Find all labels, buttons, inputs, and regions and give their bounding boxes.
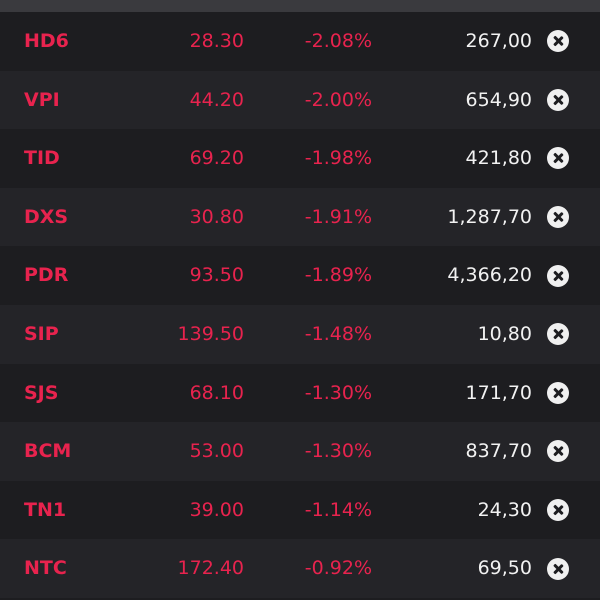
volume: 4,366,20 [447, 264, 532, 287]
change: -2.08% [304, 30, 372, 52]
stock-row[interactable]: VPI 44.20 -2.00% 654,90 [0, 70, 600, 130]
stock-row[interactable]: PDR 93.50 -1.89% 4,366,20 [0, 246, 600, 305]
change: -1.30% [304, 440, 372, 463]
volume: 654,90 [465, 88, 532, 111]
ticker: SIP [24, 322, 59, 345]
price: 93.50 [189, 264, 244, 287]
ticker: DXS [24, 205, 69, 228]
volume: 1,287,70 [447, 205, 532, 228]
stock-row[interactable]: SJS 68.10 -1.30% 171,70 [0, 363, 600, 423]
ticker: VPI [24, 88, 60, 111]
stock-list: HD6 28.30 -2.08% 267,00 VPI 44.20 -2.00% 654,90… [0, 12, 600, 598]
stock-row[interactable]: NTC 172.40 -0.92% 69,50 [0, 539, 600, 598]
volume: 171,70 [465, 381, 532, 404]
price: 139.50 [177, 322, 244, 345]
stock-row[interactable]: HD6 28.30 -2.08% 267,00 [0, 12, 600, 71]
stock-row[interactable]: DXS 30.80 -1.91% 1,287,70 [0, 187, 600, 247]
volume: 267,00 [465, 30, 532, 52]
price: 69.20 [189, 147, 244, 170]
stock-row[interactable]: BCM 53.00 -1.30% 837,70 [0, 422, 600, 481]
stock-row[interactable]: SIP 139.50 -1.48% 10,80 [0, 304, 600, 364]
ticker: TID [24, 147, 60, 170]
change: -1.14% [304, 498, 372, 521]
volume: 837,70 [465, 440, 532, 463]
remove-button[interactable] [547, 206, 569, 229]
price: 28.30 [189, 30, 244, 52]
ticker: BCM [24, 440, 72, 463]
volume: 421,80 [465, 147, 532, 170]
price: 172.40 [177, 557, 244, 580]
price: 39.00 [189, 498, 244, 521]
remove-button[interactable] [547, 323, 569, 346]
stock-row[interactable]: TN1 39.00 -1.14% 24,30 [0, 480, 600, 540]
ticker: HD6 [24, 30, 69, 52]
price: 44.20 [189, 88, 244, 111]
change: -1.98% [304, 147, 372, 170]
remove-button[interactable] [547, 440, 569, 463]
change: -1.89% [304, 264, 372, 287]
ticker: SJS [24, 381, 59, 404]
remove-button[interactable] [547, 499, 569, 522]
change: -1.48% [304, 322, 372, 345]
ticker: NTC [24, 557, 67, 580]
change: -2.00% [304, 88, 372, 111]
change: -1.91% [304, 205, 372, 228]
header-strip [0, 0, 600, 12]
volume: 10,80 [477, 322, 532, 345]
remove-button[interactable] [547, 381, 569, 404]
price: 68.10 [189, 381, 244, 404]
ticker: TN1 [24, 498, 67, 521]
remove-button[interactable] [547, 557, 569, 580]
change: -0.92% [304, 557, 372, 580]
remove-button[interactable] [547, 30, 569, 53]
volume: 69,50 [477, 557, 532, 580]
volume: 24,30 [477, 498, 532, 521]
price: 30.80 [189, 205, 244, 228]
ticker: PDR [24, 264, 69, 287]
stock-row[interactable]: TID 69.20 -1.98% 421,80 [0, 129, 600, 188]
price: 53.00 [189, 440, 244, 463]
remove-button[interactable] [547, 147, 569, 170]
change: -1.30% [304, 381, 372, 404]
remove-button[interactable] [547, 88, 569, 111]
remove-button[interactable] [547, 264, 569, 287]
